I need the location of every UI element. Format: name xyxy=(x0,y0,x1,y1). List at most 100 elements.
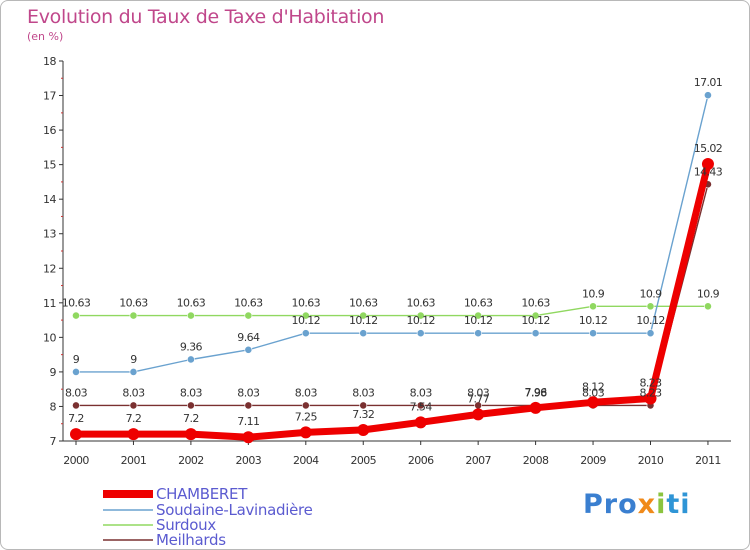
data-label-soudaine-lavinadiere: 10.12 xyxy=(406,314,435,327)
x-tick-label: 2007 xyxy=(465,454,491,467)
series-layer xyxy=(70,91,714,444)
data-label-chamberet: 7.2 xyxy=(183,412,199,425)
x-tick-label: 2004 xyxy=(293,454,319,467)
data-label-soudaine-lavinadiere: 10.12 xyxy=(579,314,608,327)
data-label-soudaine-lavinadiere: 9.64 xyxy=(237,331,260,344)
x-tick-label: 2001 xyxy=(121,454,147,467)
data-label-meilhards: 7.98 xyxy=(525,386,548,399)
proxiti-logo: Proxiti xyxy=(583,489,691,520)
x-tick-label: 2006 xyxy=(408,454,434,467)
data-label-meilhards: 8.03 xyxy=(352,386,375,399)
data-point-surdoux xyxy=(589,302,597,311)
data-label-chamberet: 7.77 xyxy=(467,392,490,405)
data-label-meilhards: 8.03 xyxy=(122,386,145,399)
data-point-surdoux xyxy=(359,311,368,320)
data-point-chamberet xyxy=(357,423,370,436)
data-label-chamberet: 15.02 xyxy=(694,142,723,155)
data-label-meilhards: 8.03 xyxy=(65,386,88,399)
data-label-surdoux: 10.63 xyxy=(406,297,435,310)
data-label-surdoux: 10.63 xyxy=(349,297,378,310)
legend-label-chamberet: CHAMBERET xyxy=(156,485,248,503)
data-point-chamberet xyxy=(529,401,542,414)
data-label-meilhards: 8.03 xyxy=(180,386,203,399)
data-point-soudaine-lavinadiere xyxy=(474,329,483,338)
data-point-chamberet xyxy=(299,426,312,439)
data-point-chamberet xyxy=(644,392,657,405)
data-point-surdoux xyxy=(531,311,540,320)
data-point-meilhards xyxy=(129,401,138,410)
data-label-chamberet: 8.23 xyxy=(639,377,662,390)
data-label-soudaine-lavinadiere: 10.12 xyxy=(292,314,321,327)
data-point-chamberet xyxy=(472,408,485,421)
y-tick-label: 7 xyxy=(50,435,57,448)
data-point-surdoux xyxy=(416,311,425,320)
data-point-soudaine-lavinadiere xyxy=(244,345,253,354)
x-tick-label: 2000 xyxy=(63,454,89,467)
data-label-surdoux: 10.9 xyxy=(639,287,662,300)
data-point-meilhards xyxy=(72,401,80,410)
data-label-surdoux: 10.63 xyxy=(234,297,263,310)
data-point-chamberet xyxy=(127,428,140,441)
y-tick-label: 10 xyxy=(43,331,56,344)
data-label-chamberet: 7.2 xyxy=(68,412,84,425)
data-point-soudaine-lavinadiere xyxy=(186,355,195,364)
legend-label-meilhards: Meilhards xyxy=(156,531,226,549)
data-point-soudaine-lavinadiere xyxy=(704,91,712,100)
data-labels-layer: 10.63 10.63 10.63 10.63 10.63 10.63 10.63 10.63… xyxy=(62,76,724,428)
data-label-meilhards: 8.03 xyxy=(582,386,605,399)
y-tick-label: 17 xyxy=(43,90,56,103)
data-point-surdoux xyxy=(474,311,483,320)
legend-label-soudaine-lavinadiere: Soudaine-Lavinadière xyxy=(156,501,313,519)
data-label-meilhards: 8.03 xyxy=(410,386,433,399)
data-label-soudaine-lavinadiere: 9.36 xyxy=(180,340,203,353)
data-label-surdoux: 10.63 xyxy=(521,297,550,310)
data-label-chamberet: 8.12 xyxy=(582,380,604,393)
data-point-soudaine-lavinadiere xyxy=(416,329,425,338)
y-tick-label: 14 xyxy=(43,193,56,206)
chart-subtitle: (en %) xyxy=(27,30,64,43)
legend-swatches xyxy=(103,490,153,541)
data-label-surdoux: 10.9 xyxy=(697,287,720,300)
data-label-surdoux: 10.63 xyxy=(464,297,493,310)
data-label-meilhards: 14.43 xyxy=(694,165,723,178)
data-label-meilhards: 8.23 xyxy=(639,386,662,399)
data-point-soudaine-lavinadiere xyxy=(531,329,540,338)
data-point-meilhards xyxy=(186,401,195,410)
chart-axes: 7 8 9 10 11 12 13 14 15 16 17 18 2000 2001 2002 2003 200… xyxy=(43,55,731,467)
data-label-chamberet: 7.32 xyxy=(352,408,374,421)
data-point-chamberet xyxy=(184,428,197,441)
data-point-meilhards xyxy=(416,401,425,410)
data-label-surdoux: 10.63 xyxy=(119,297,148,310)
x-tick-label: 2003 xyxy=(236,454,262,467)
y-tick-label: 12 xyxy=(43,262,56,275)
data-point-meilhards xyxy=(301,401,310,410)
data-label-chamberet: 7.96 xyxy=(525,386,548,399)
data-point-surdoux xyxy=(646,302,655,311)
data-label-meilhards: 8.03 xyxy=(295,386,318,399)
data-point-chamberet xyxy=(414,416,427,429)
data-label-soudaine-lavinadiere: 9 xyxy=(130,353,137,366)
data-point-surdoux xyxy=(186,311,195,320)
data-point-meilhards xyxy=(244,401,253,410)
x-tick-label: 2011 xyxy=(695,454,721,467)
data-point-surdoux xyxy=(301,311,310,320)
data-label-surdoux: 10.63 xyxy=(177,297,206,310)
series-line-meilhards xyxy=(75,183,709,407)
data-label-chamberet: 7.54 xyxy=(410,400,433,413)
series-line-chamberet xyxy=(72,160,712,441)
legend-label-surdoux: Surdoux xyxy=(156,516,216,534)
data-label-surdoux: 10.63 xyxy=(292,297,321,310)
data-point-soudaine-lavinadiere xyxy=(359,329,368,338)
data-point-soudaine-lavinadiere xyxy=(301,329,310,338)
data-label-meilhards: 8.03 xyxy=(237,386,260,399)
data-point-chamberet xyxy=(70,428,82,441)
data-point-chamberet xyxy=(587,396,600,409)
data-point-chamberet xyxy=(701,157,714,170)
x-tick-label: 2002 xyxy=(178,454,204,467)
y-tick-label: 18 xyxy=(43,55,56,68)
data-label-soudaine-lavinadiere: 9 xyxy=(73,353,80,366)
y-tick-label: 13 xyxy=(43,228,56,241)
data-point-chamberet xyxy=(242,431,255,444)
data-label-soudaine-lavinadiere: 10.12 xyxy=(349,314,378,327)
